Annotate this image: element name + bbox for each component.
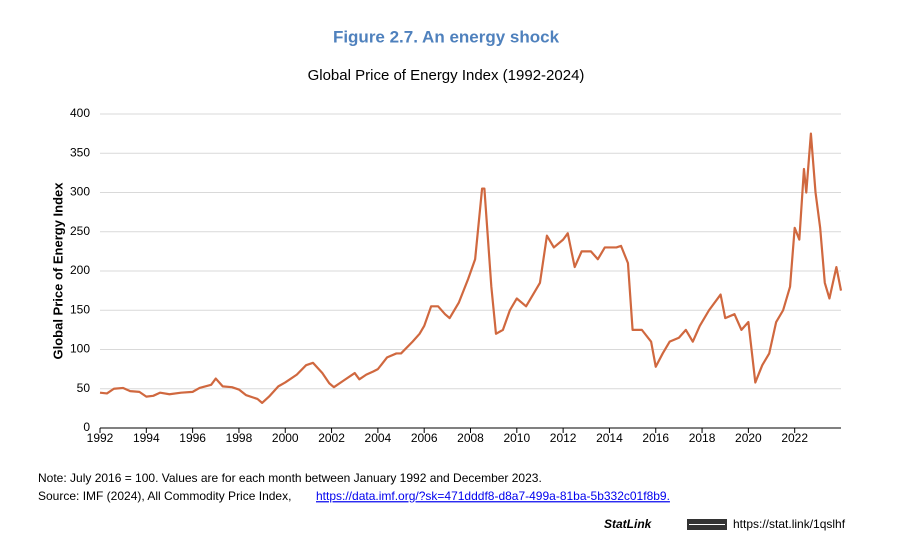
data-line <box>99 132 843 404</box>
y-tick-label: 150 <box>70 302 90 316</box>
x-tick-label: 1994 <box>133 431 160 445</box>
chart-subtitle: Global Price of Energy Index (1992-2024) <box>308 67 585 84</box>
x-tick-label: 1998 <box>226 431 253 445</box>
y-tick-label: 400 <box>70 106 90 120</box>
y-tick-label: 250 <box>70 224 90 238</box>
x-tick-label: 1992 <box>87 431 114 445</box>
chart-title: Figure 2.7. An energy shock <box>333 27 560 46</box>
statlink-label: StatLink <box>604 517 653 531</box>
x-tick-label: 2004 <box>365 431 392 445</box>
x-tick-label: 2006 <box>411 431 438 445</box>
x-tick-label: 2016 <box>642 431 669 445</box>
x-tick-label: 2012 <box>550 431 577 445</box>
source-link[interactable]: https://data.imf.org/?sk=471dddf8-d8a7-4… <box>316 489 670 503</box>
x-tick-label: 2018 <box>689 431 716 445</box>
y-tick-label: 300 <box>70 185 90 199</box>
oecd-logo <box>687 519 727 530</box>
y-tick-label: 200 <box>70 263 90 277</box>
y-tick-label: 0 <box>83 420 90 434</box>
x-tick-label: 2020 <box>735 431 762 445</box>
y-tick-label: 350 <box>70 145 90 159</box>
x-tick-label: 2014 <box>596 431 623 445</box>
x-tick-label: 2008 <box>457 431 484 445</box>
x-tick-label: 1996 <box>179 431 206 445</box>
x-tick-label: 2022 <box>781 431 808 445</box>
x-tick-label: 2002 <box>318 431 345 445</box>
source: Source: IMF (2024), All Commodity Price … <box>38 489 291 503</box>
x-tick-label: 2010 <box>503 431 530 445</box>
y-axis-label: Global Price of Energy Index <box>50 182 65 360</box>
statlink-url[interactable]: https://stat.link/1qslhf <box>733 517 846 531</box>
y-tick-label: 100 <box>70 342 90 356</box>
note: Note: July 2016 = 100. Values are for ea… <box>38 471 542 485</box>
y-tick-label: 50 <box>77 381 91 395</box>
x-tick-label: 2000 <box>272 431 299 445</box>
